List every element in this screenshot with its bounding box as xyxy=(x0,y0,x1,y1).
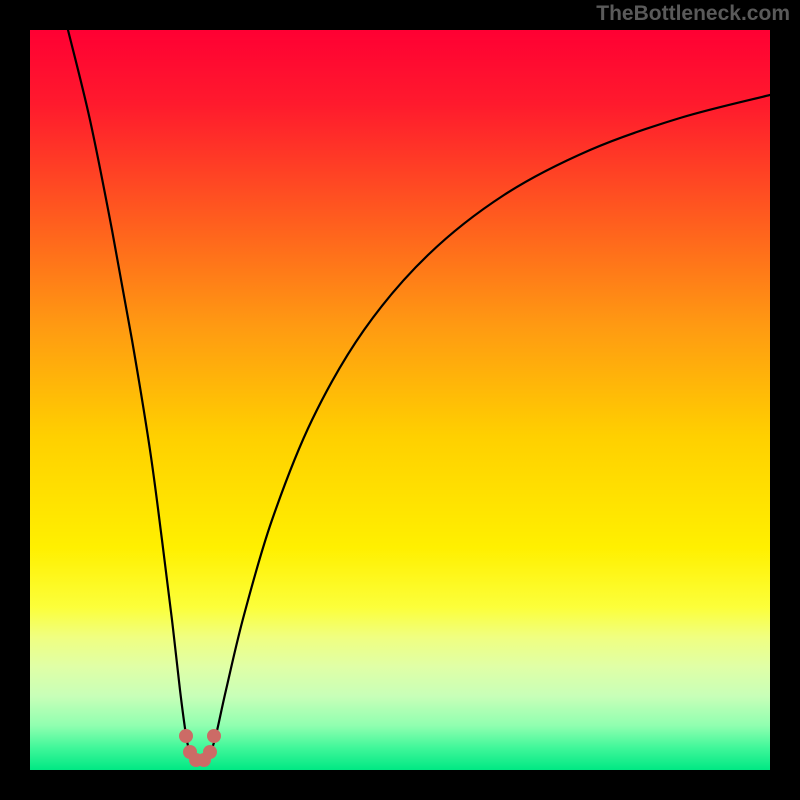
watermark-text: TheBottleneck.com xyxy=(596,2,790,26)
valley-marker xyxy=(179,729,193,743)
valley-marker xyxy=(207,729,221,743)
valley-marker xyxy=(203,745,217,759)
bottleneck-chart xyxy=(0,0,800,800)
chart-background xyxy=(30,30,770,770)
chart-container: TheBottleneck.com xyxy=(0,0,800,800)
